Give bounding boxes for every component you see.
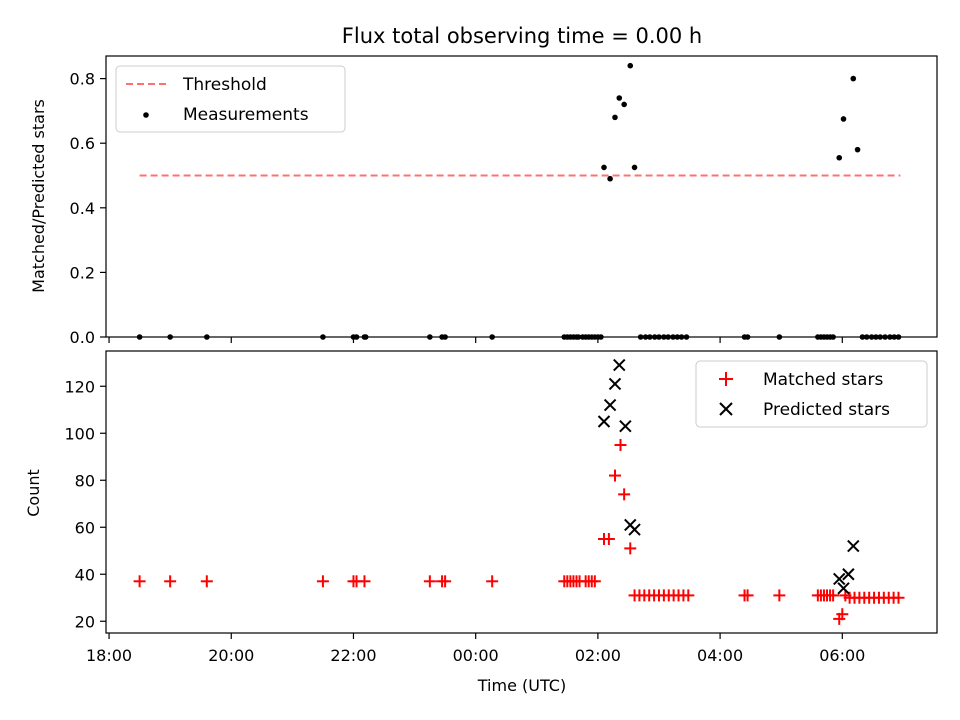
top-legend: Threshold Measurements bbox=[115, 65, 346, 133]
measurement-point-30 bbox=[627, 62, 634, 69]
matched-star-point-47 bbox=[827, 589, 840, 602]
measurement-point-27 bbox=[612, 114, 618, 121]
bottom-plot-frame bbox=[105, 350, 938, 634]
bottom-xtick-label-4: 02:00 bbox=[575, 646, 621, 665]
legend-measurements-swatch bbox=[143, 112, 149, 118]
matched-star-point-3 bbox=[316, 575, 329, 588]
matched-star-point-41 bbox=[773, 589, 786, 602]
matched-star-point-40 bbox=[741, 589, 754, 602]
top-ytick-label-1: 0.2 bbox=[70, 263, 95, 282]
measurement-point-55 bbox=[854, 146, 861, 153]
measurement-point-28 bbox=[616, 95, 623, 101]
predicted-star-point-10-b bbox=[847, 539, 860, 553]
bottom-ytick-label-3: 80 bbox=[75, 471, 95, 490]
matched-star-point-38 bbox=[682, 589, 695, 602]
legend-measurements-label: Measurements bbox=[183, 105, 309, 125]
measurement-point-25 bbox=[601, 164, 607, 171]
measurement-point-52 bbox=[836, 154, 843, 161]
top-y-axis-label: Matched/Predicted stars bbox=[29, 99, 48, 293]
predicted-star-point-4 bbox=[619, 419, 632, 433]
bottom-panel: 20 40 60 80 100 120 18:00 20:00 22:00 00:00 02:00… bbox=[24, 350, 938, 695]
predicted-star-point-3-b bbox=[613, 358, 626, 372]
matched-star-point-25 bbox=[618, 488, 631, 501]
legend-matched-label: Matched stars bbox=[763, 370, 883, 390]
matched-star-point-24 bbox=[614, 439, 627, 451]
predicted-star-point-9-b bbox=[842, 568, 855, 581]
predicted-star-point-0 bbox=[597, 415, 611, 428]
bottom-xtick-label-1: 20:00 bbox=[208, 646, 254, 665]
legend-matched-swatch bbox=[719, 372, 733, 386]
bottom-ytick-label-1: 40 bbox=[75, 565, 95, 584]
bottom-xtick-label-2: 22:00 bbox=[330, 646, 376, 665]
matched-star-point-1 bbox=[164, 575, 177, 588]
legend-predicted-label: Predicted stars bbox=[763, 400, 890, 420]
matched-star-point-49 bbox=[836, 608, 849, 621]
bottom-legend-box bbox=[695, 360, 928, 428]
top-legend-box bbox=[115, 65, 346, 133]
matched-star-point-23 bbox=[608, 469, 621, 482]
measurement-point-54 bbox=[850, 75, 857, 82]
top-y-ticks: 0.0 0.2 0.4 0.6 0.8 bbox=[70, 70, 106, 347]
bottom-marks bbox=[133, 358, 905, 625]
bottom-legend: Matched stars Predicted stars bbox=[695, 360, 928, 428]
predicted-star-point-2 bbox=[608, 377, 622, 391]
predicted-star-point-9 bbox=[842, 568, 855, 581]
predicted-star-point-10 bbox=[847, 539, 860, 553]
bottom-x-axis-label: Time (UTC) bbox=[477, 676, 566, 695]
bottom-ytick-label-2: 60 bbox=[75, 518, 95, 537]
bottom-xtick-label-5: 04:00 bbox=[697, 646, 743, 665]
bottom-ytick-label-0: 20 bbox=[75, 612, 95, 631]
measurement-point-31 bbox=[631, 164, 638, 171]
predicted-star-point-2-b bbox=[608, 377, 622, 391]
predicted-star-point-6-b bbox=[628, 523, 641, 536]
chart-title: Flux total observing time = 0.00 h bbox=[342, 24, 702, 48]
matched-star-point-22 bbox=[602, 533, 615, 545]
legend-predicted-swatch bbox=[719, 402, 733, 416]
predicted-star-point-3 bbox=[613, 358, 626, 372]
bottom-ytick-label-5: 120 bbox=[64, 377, 95, 396]
bottom-ytick-label-4: 100 bbox=[64, 424, 95, 443]
matched-star-point-0 bbox=[133, 575, 146, 588]
legend-threshold-label: Threshold bbox=[182, 75, 267, 95]
top-ytick-label-0: 0.0 bbox=[70, 328, 95, 347]
bottom-xtick-label-0: 18:00 bbox=[86, 646, 132, 665]
top-ytick-label-2: 0.4 bbox=[70, 199, 95, 218]
bottom-x-ticks: 18:00 20:00 22:00 00:00 02:00 04:00 06:00 bbox=[86, 633, 865, 665]
predicted-star-point-1 bbox=[603, 398, 617, 412]
matched-star-point-20 bbox=[588, 575, 601, 588]
matched-star-point-10 bbox=[486, 575, 499, 588]
matched-star-point-2 bbox=[200, 575, 213, 588]
predicted-star-point-1-b bbox=[603, 398, 617, 412]
predicted-star-point-4-b bbox=[619, 419, 632, 433]
measurement-point-26 bbox=[607, 175, 613, 182]
top-ytick-label-4: 0.8 bbox=[70, 70, 95, 89]
bottom-xtick-label-3: 00:00 bbox=[453, 646, 499, 665]
predicted-star-point-6 bbox=[628, 523, 641, 536]
measurement-point-29 bbox=[621, 101, 627, 108]
top-ytick-label-3: 0.6 bbox=[70, 134, 95, 153]
top-marks bbox=[136, 62, 902, 340]
bottom-y-axis-label: Count bbox=[24, 469, 43, 517]
matched-star-point-6 bbox=[358, 575, 371, 588]
bottom-y-ticks: 20 40 60 80 100 120 bbox=[64, 377, 106, 631]
predicted-star-point-7 bbox=[833, 572, 846, 586]
measurement-point-53 bbox=[840, 116, 847, 122]
predicted-star-point-7-b bbox=[833, 572, 846, 586]
top-plot-frame bbox=[105, 55, 938, 338]
matched-star-point-9 bbox=[439, 575, 452, 588]
matched-star-point-61 bbox=[892, 591, 905, 604]
bottom-xtick-label-6: 06:00 bbox=[819, 646, 865, 665]
predicted-star-point-0-b bbox=[597, 415, 611, 428]
matched-star-point-7 bbox=[423, 575, 436, 588]
predicted-star-point-8 bbox=[837, 582, 850, 595]
matched-star-point-26 bbox=[624, 542, 637, 555]
top-panel: 0.00.20.40.60.8 Matched/Predicted stars … bbox=[29, 55, 938, 347]
predicted-star-point-8-b bbox=[837, 582, 850, 595]
